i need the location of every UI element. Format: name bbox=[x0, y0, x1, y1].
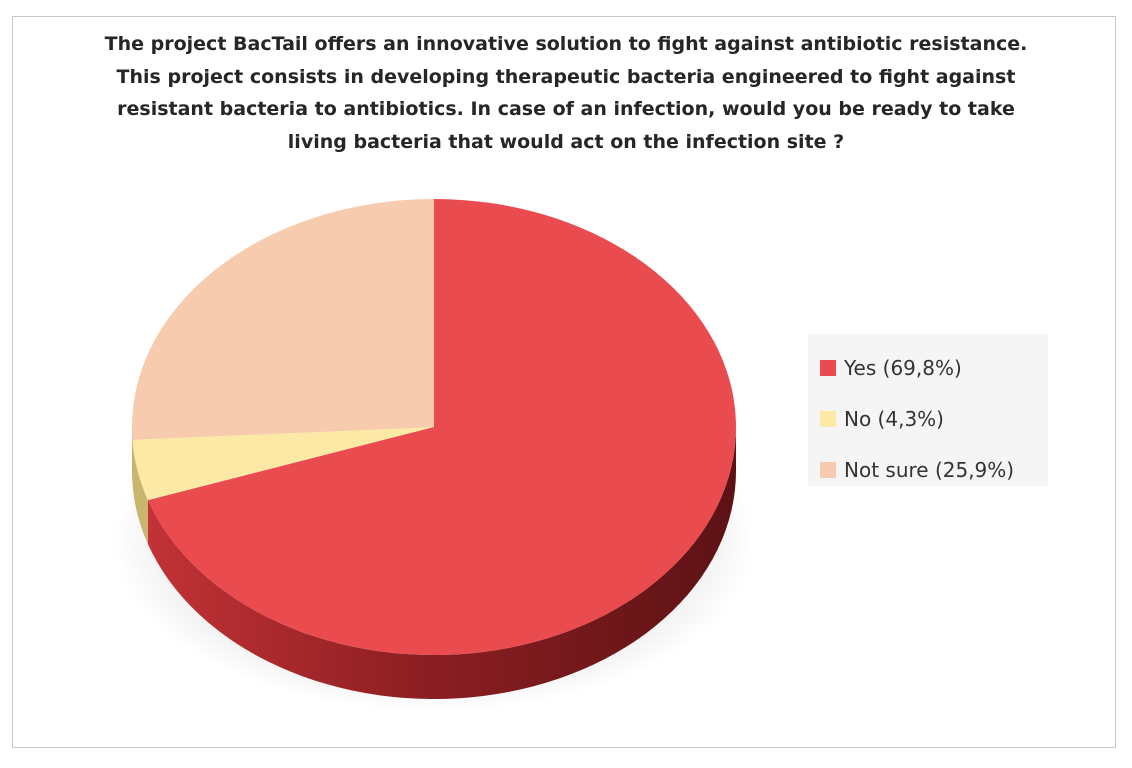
chart-title: The project BacTail offers an innovative… bbox=[104, 33, 1028, 153]
legend-item-yes: Yes (69,8%) bbox=[808, 342, 1048, 393]
pie-side-yes bbox=[147, 427, 736, 699]
legend-swatch-not-sure bbox=[820, 461, 836, 478]
legend-swatch-yes bbox=[820, 359, 836, 376]
legend-label-no: No (4,3%) bbox=[844, 406, 944, 431]
legend-swatch-no bbox=[820, 410, 836, 427]
pie-slice-no bbox=[132, 427, 434, 501]
pie-tops bbox=[131, 199, 736, 655]
legend-item-no: No (4,3%) bbox=[808, 393, 1048, 444]
pie-slice-not-sure bbox=[131, 199, 434, 440]
pie-slice-yes bbox=[147, 199, 736, 655]
legend-label-not-sure: Not sure (25,9%) bbox=[844, 457, 1015, 482]
pie-sides bbox=[132, 427, 736, 699]
chart-legend: Yes (69,8%) No (4,3%) Not sure (25,9%) bbox=[808, 334, 1048, 486]
legend-item-not-sure: Not sure (25,9%) bbox=[808, 444, 1048, 495]
pie-side-no bbox=[132, 439, 148, 545]
legend-label-yes: Yes (69,8%) bbox=[844, 355, 962, 380]
